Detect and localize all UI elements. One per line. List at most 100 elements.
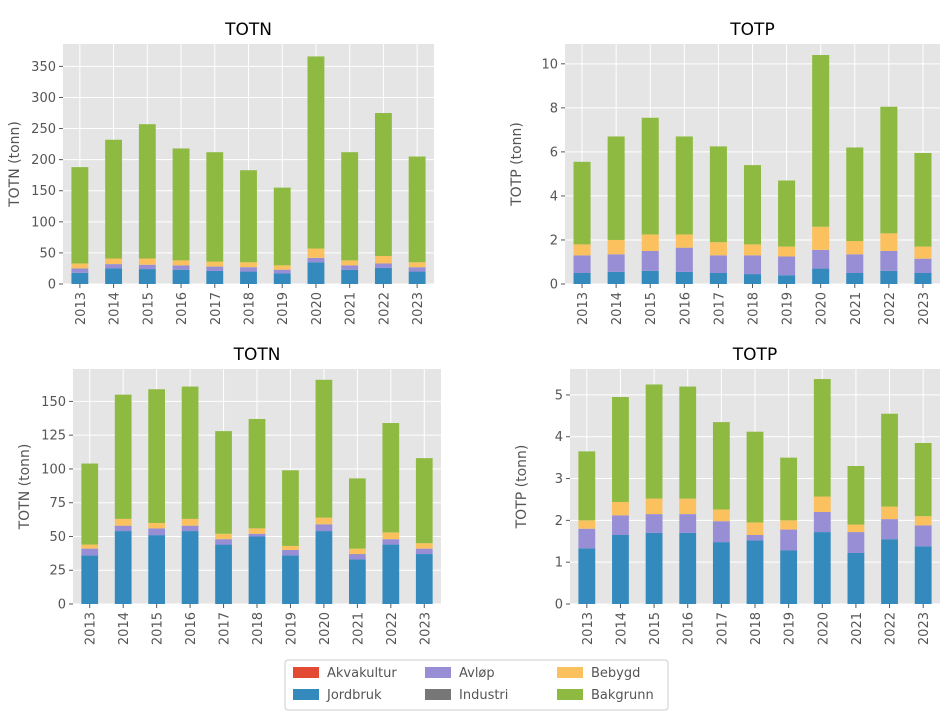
bar-segment	[709, 272, 727, 284]
bar-segment	[248, 536, 266, 604]
bar-segment	[408, 271, 426, 284]
x-tick-label: 2017	[218, 612, 233, 645]
bar-segment	[138, 124, 156, 259]
bar-segment	[248, 528, 266, 534]
bar-segment	[349, 554, 366, 560]
bar-segment	[408, 267, 426, 272]
bar-segment	[273, 269, 291, 274]
bar-segment	[138, 269, 156, 284]
x-tick-label: 2017	[715, 612, 730, 645]
y-tick-label: 100	[31, 215, 56, 230]
bar-segment	[573, 161, 591, 245]
bar-segment	[573, 244, 591, 256]
x-tick-label: 2023	[917, 612, 932, 645]
x-tick-label: 2013	[74, 292, 89, 325]
chart-title: TOTN	[233, 345, 281, 365]
legend-swatch	[293, 689, 319, 700]
bar-segment	[81, 548, 99, 556]
y-tick-label: 350	[31, 60, 56, 75]
bar-segment	[374, 256, 392, 264]
x-tick-label: 2022	[883, 292, 898, 325]
y-tick-label: 150	[31, 184, 56, 199]
bar-segment	[71, 263, 89, 269]
bar-segment	[645, 532, 663, 604]
x-tick-label: 2017	[712, 292, 727, 325]
bar-segment	[240, 170, 257, 263]
bar-segment	[138, 258, 156, 265]
bar-segment	[71, 272, 89, 284]
legend-label: Akvakultur	[327, 666, 397, 681]
y-tick-label: 150	[41, 395, 66, 410]
bar-segment	[206, 152, 224, 262]
x-tick-label: 2018	[747, 292, 762, 325]
bar-segment	[282, 555, 299, 604]
bar-segment	[914, 516, 932, 526]
bar-segment	[709, 242, 727, 256]
bar-segment	[248, 533, 266, 537]
x-tick-label: 2018	[749, 612, 764, 645]
bar-segment	[374, 113, 392, 257]
bar-segment	[81, 555, 99, 604]
legend-swatch	[425, 689, 451, 700]
bar-segment	[778, 256, 796, 276]
x-tick-label: 2021	[850, 612, 865, 645]
bar-segment	[349, 478, 366, 549]
bar-segment	[114, 394, 132, 519]
bar-segment	[282, 545, 299, 550]
bar-segment	[846, 147, 864, 242]
bar-segment	[578, 451, 596, 521]
y-axis-label: TOTN (tonn)	[17, 444, 33, 531]
x-tick-label: 2020	[310, 292, 325, 325]
x-tick-label: 2019	[284, 612, 299, 645]
bar-segment	[813, 379, 831, 497]
y-axis-label: TOTN (tonn)	[7, 121, 23, 208]
y-tick-label: 0	[550, 278, 558, 293]
x-tick-label: 2014	[610, 292, 625, 325]
x-tick-label: 2018	[243, 292, 258, 325]
bar-segment	[780, 550, 798, 604]
bar-segment	[914, 546, 932, 604]
bar-segment	[709, 146, 727, 243]
bar-segment	[847, 532, 865, 553]
bar-segment	[341, 265, 359, 270]
x-tick-label: 2013	[576, 292, 591, 325]
y-tick-label: 4	[555, 430, 563, 445]
bar-segment	[746, 535, 764, 541]
y-tick-label: 0	[48, 278, 56, 293]
bar-segment	[612, 501, 629, 516]
y-tick-label: 50	[49, 530, 66, 545]
x-tick-label: 2015	[141, 292, 156, 325]
x-tick-label: 2020	[815, 292, 830, 325]
bar-segment	[641, 234, 659, 251]
bar-segment	[148, 535, 165, 604]
x-tick-label: 2013	[84, 612, 99, 645]
legend-label: Bebygd	[591, 666, 640, 681]
bar-segment	[778, 275, 796, 284]
bar-segment	[114, 525, 132, 532]
x-tick-label: 2021	[344, 292, 359, 325]
x-tick-label: 2015	[644, 292, 659, 325]
x-tick-label: 2019	[783, 612, 798, 645]
x-tick-label: 2015	[151, 612, 166, 645]
bar-segment	[607, 239, 625, 255]
x-tick-label: 2019	[276, 292, 291, 325]
bar-segment	[712, 422, 730, 510]
bar-segment	[215, 539, 232, 545]
bar-segment	[607, 271, 625, 284]
bar-segment	[114, 518, 132, 526]
bar-segment	[172, 269, 190, 284]
x-tick-label: 2016	[678, 292, 693, 325]
bar-segment	[641, 117, 659, 235]
bar-segment	[315, 517, 333, 525]
bar-segment	[315, 531, 333, 604]
bar-segment	[307, 262, 325, 284]
legend-swatch	[425, 667, 451, 678]
bar-segment	[181, 525, 199, 532]
bar-segment	[679, 532, 697, 604]
bar-segment	[641, 270, 659, 284]
x-tick-label: 2016	[175, 292, 190, 325]
bar-segment	[645, 514, 663, 533]
bar-segment	[881, 413, 898, 507]
x-tick-label: 2014	[614, 612, 629, 645]
legend: Akvakultur Jordbruk Avløp Industri Bebygd Bak…	[284, 659, 669, 711]
